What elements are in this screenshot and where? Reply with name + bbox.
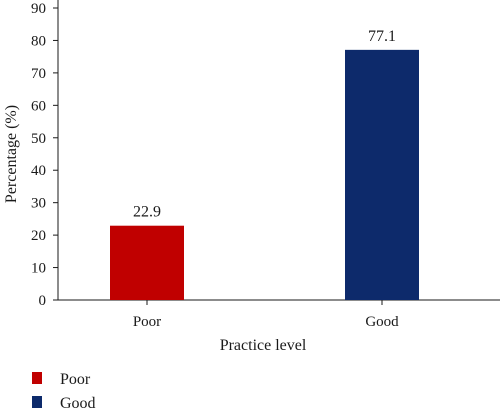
x-tick-label: Good [365,314,399,330]
data-label-good: 77.1 [368,28,396,45]
legend-swatch-good [32,396,42,408]
x-axis-ticks: Poor Good [133,300,399,330]
y-tick-label: 60 [31,98,46,114]
bar-poor [110,225,184,300]
x-tick-label: Poor [133,314,161,330]
legend-label-good: Good [60,395,96,408]
bar-good [345,49,419,300]
y-tick-label: 50 [31,131,46,147]
data-label-poor: 22.9 [133,204,161,221]
y-tick-label: 20 [31,228,46,244]
y-tick-label: 10 [31,261,46,277]
legend-label-poor: Poor [60,371,91,388]
bars: 22.9 77.1 [110,28,419,300]
y-tick-label: 40 [31,163,46,179]
legend: Poor Good [32,371,96,408]
legend-swatch-poor [32,372,42,384]
y-axis-label: Percentage (%) [3,105,20,203]
y-tick-label: 80 [31,33,46,49]
x-axis-label: Practice level [220,337,307,354]
y-tick-label: 0 [39,293,47,309]
y-tick-label: 90 [31,1,46,17]
y-tick-label: 70 [31,66,46,82]
y-tick-label: 30 [31,196,46,212]
y-axis-ticks: 0 10 20 30 40 50 60 70 80 90 [31,1,58,309]
